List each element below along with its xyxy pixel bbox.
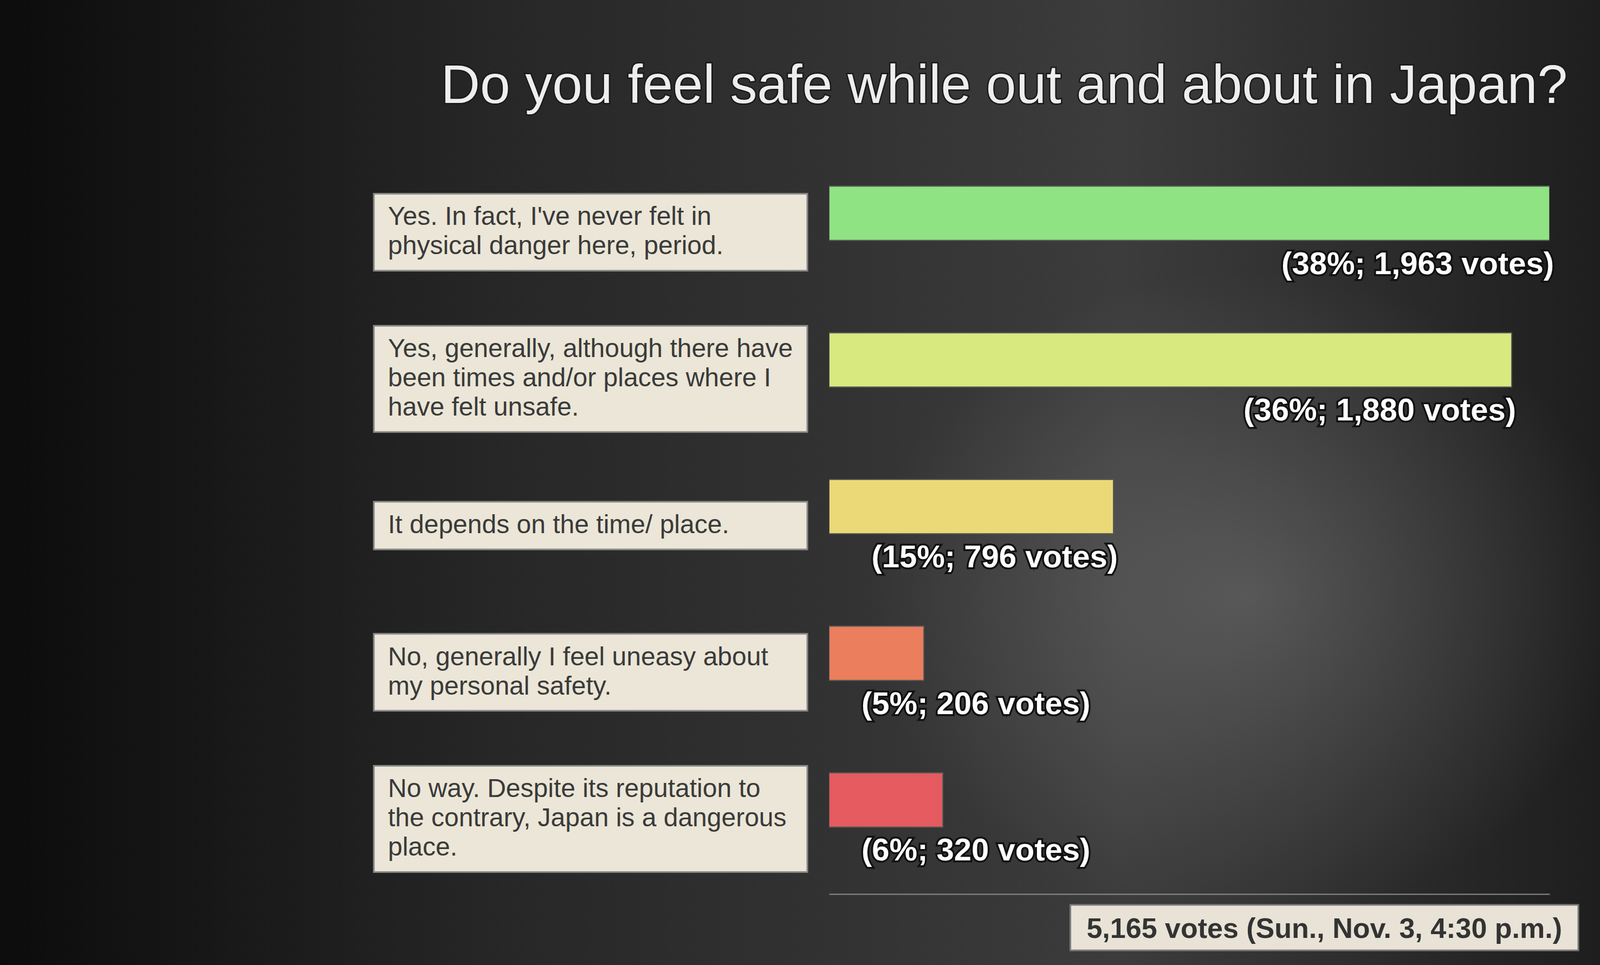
category-box	[373, 193, 808, 271]
category-label: It depends on the time/ place.	[387, 509, 730, 539]
category-label: No way. Despite its reputation tothe con…	[387, 773, 787, 861]
chart-root: Do you feel safe while out and about in …	[0, 0, 1600, 965]
footer-note: 5,165 votes (Sun., Nov. 3, 4:30 p.m.)	[1070, 904, 1579, 951]
x-axis-line	[829, 894, 1551, 896]
category-label-line: No way. Despite its reputation to	[387, 773, 761, 803]
category-label-line: Yes, generally, although there have	[387, 333, 793, 363]
category-label-line: my personal safety.	[387, 671, 612, 701]
footer-text: 5,165 votes (Sun., Nov. 3, 4:30 p.m.)	[1086, 912, 1563, 944]
category-label-line: been times and/or places where I	[387, 363, 772, 392]
category-label: Yes. In fact, I've never felt inphysical…	[387, 201, 724, 260]
x-axis	[829, 894, 1551, 895]
category-label-line: the contrary, Japan is a dangerous	[387, 802, 787, 832]
data-label: (5%; 206 votes)	[861, 685, 1091, 721]
category-label: Yes, generally, although there havebeen …	[387, 333, 793, 421]
data-label: (15%; 796 votes)	[871, 538, 1118, 574]
category-box	[373, 633, 808, 711]
category-label: No, generally I feel uneasy aboutmy pers…	[387, 642, 769, 701]
category-label-line: have felt unsafe.	[387, 392, 579, 421]
category-label-line: physical danger here, period.	[387, 230, 724, 260]
category-box	[373, 325, 808, 432]
bar	[828, 772, 943, 827]
bar	[828, 479, 1114, 534]
footer-box	[1070, 904, 1579, 951]
category-label-line: No, generally I feel uneasy about	[387, 642, 769, 671]
bar	[828, 332, 1512, 387]
title: Do you feel safe while out and about in …	[441, 53, 1568, 115]
category-label-line: Yes. In fact, I've never felt in	[387, 201, 712, 231]
bar	[828, 186, 1550, 241]
data-label: (38%; 1,963 votes)	[1281, 245, 1554, 281]
bars	[828, 186, 1550, 828]
bar	[828, 626, 924, 681]
category-box	[373, 765, 808, 872]
category-box	[373, 501, 808, 550]
data-label: (6%; 320 votes)	[861, 831, 1091, 867]
chart-svg: Do you feel safe while out and about in …	[0, 0, 1600, 965]
category-label-line: place.	[387, 832, 458, 861]
category-labels: Yes. In fact, I've never felt inphysical…	[373, 193, 808, 873]
data-labels: (38%; 1,963 votes) (36%; 1,880 votes) (15%…	[861, 245, 1554, 868]
category-label-line: It depends on the time/ place.	[387, 509, 730, 539]
data-label: (36%; 1,880 votes)	[1243, 391, 1517, 427]
